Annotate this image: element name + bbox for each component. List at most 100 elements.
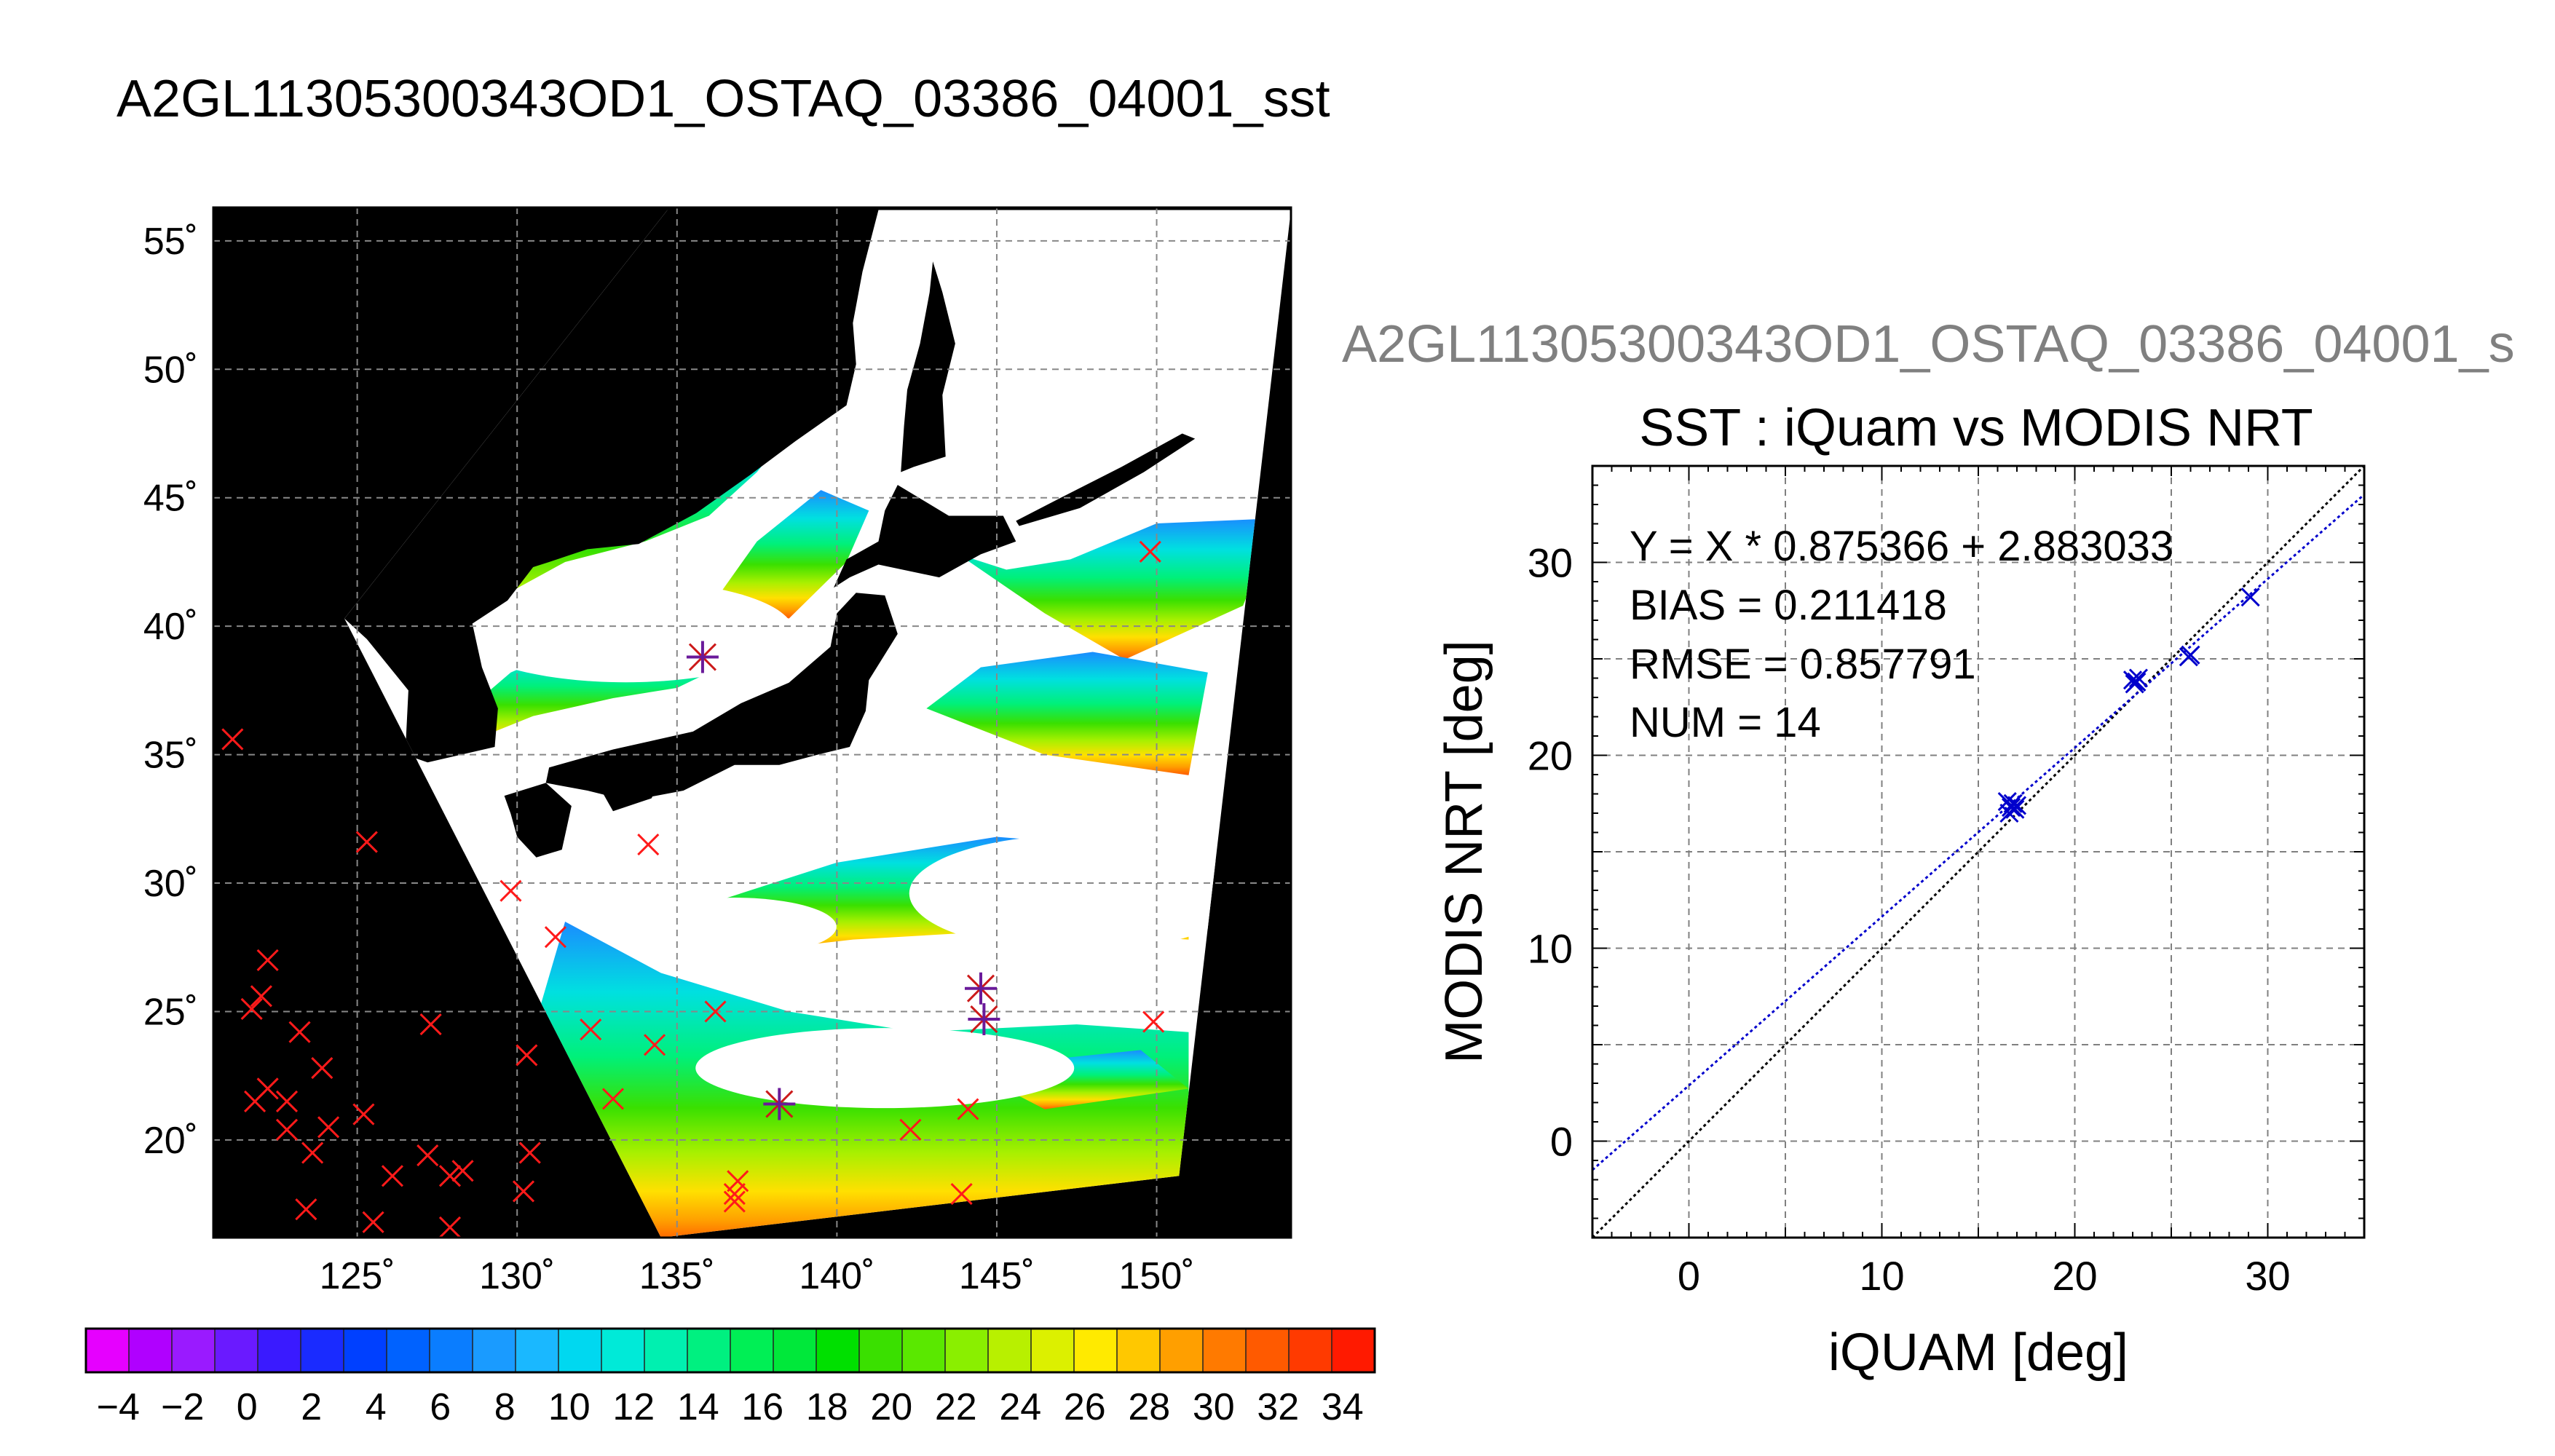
- scatter-point-5-b: [1999, 803, 2019, 823]
- scatter-ytick-label-2: 20: [1528, 733, 1573, 779]
- red-marker-16-b: [601, 1088, 625, 1110]
- red-marker-35: [727, 1170, 749, 1192]
- red-marker-4-b: [256, 949, 279, 971]
- red-marker-11-b: [516, 1044, 538, 1067]
- scatter-point-2-b: [2003, 794, 2023, 813]
- scatter-xtick-label-2: 20: [2052, 1253, 2097, 1299]
- colorbar-tick-label-16: 28: [1128, 1386, 1170, 1428]
- map-ytick-label-7: 55˚: [143, 221, 198, 263]
- land-mainland: [344, 210, 879, 763]
- scatter-point-3-b: [2005, 799, 2025, 819]
- scatter-page-title: A2GL11305300343OD1_OSTAQ_03386_04001_s: [1342, 315, 2515, 373]
- red-marker-30: [637, 834, 660, 856]
- red-marker-29-b: [438, 1216, 462, 1238]
- red-marker-8-b: [288, 1021, 311, 1043]
- map-ytick-label-3: 35˚: [143, 735, 198, 777]
- red-marker-23-b: [451, 1160, 474, 1182]
- colorbar-cell-3: [215, 1329, 258, 1372]
- colorbar-cell-25: [1160, 1329, 1204, 1372]
- red-marker-31-b: [704, 1000, 727, 1023]
- identity-line: [1592, 466, 2364, 1238]
- scatter-point-12-b: [2181, 645, 2200, 665]
- colorbar-tick-label-10: 16: [741, 1386, 783, 1428]
- land-sakhalin: [901, 261, 955, 472]
- red-marker-7: [419, 1013, 442, 1036]
- colorbar-frame: [84, 1327, 1376, 1374]
- map-xtick-label-5: 150˚: [1119, 1255, 1195, 1297]
- colorbar-tick-label-15: 26: [1064, 1386, 1106, 1428]
- colorbar-cell-19: [902, 1329, 946, 1372]
- red-marker-27-b: [295, 1198, 317, 1221]
- colorbar-cell-16: [773, 1329, 817, 1372]
- red-marker-35-b: [727, 1170, 749, 1192]
- red-marker-5-b: [240, 997, 263, 1021]
- scatter-point-9-b: [2128, 668, 2149, 688]
- red-marker-26: [512, 1180, 535, 1203]
- colorbar-cell-26: [1203, 1329, 1247, 1372]
- scatter-point-1-b: [2001, 797, 2021, 818]
- colorbar-cell-28: [1289, 1329, 1332, 1372]
- red-marker-18: [317, 1116, 340, 1139]
- red-marker-38: [1139, 540, 1161, 563]
- colorbar-tick-label-12: 20: [870, 1386, 912, 1428]
- red-marker-22-b: [416, 1144, 439, 1167]
- red-marker-6: [250, 985, 272, 1008]
- map-markers: [221, 540, 1165, 1238]
- red-marker-5: [240, 997, 263, 1021]
- red-marker-20: [301, 1142, 324, 1164]
- scatter-ticks: [1592, 466, 2364, 1238]
- red-marker-2: [499, 879, 522, 902]
- scatter-plot-area: [1592, 466, 2364, 1238]
- sst-patch-4: [926, 652, 1208, 775]
- red-marker-4: [256, 949, 279, 971]
- sst-colorbar: −4 −2 0 2 4 6 8 10 12 14 16 18 20 22 24 26 28 30 32 34: [84, 1327, 1376, 1428]
- colorbar-tick-label-2: 0: [237, 1386, 258, 1428]
- red-marker-33-b: [957, 1098, 979, 1120]
- red-marker-28: [362, 1211, 384, 1233]
- scatter-ytick-label-3: 30: [1528, 540, 1573, 586]
- colorbar-cell-17: [816, 1329, 860, 1372]
- colorbar-cell-8: [430, 1329, 473, 1372]
- colorbar-tick-label-18: 32: [1257, 1386, 1299, 1428]
- red-marker-0-b: [221, 728, 244, 751]
- colorbar-cell-0: [86, 1329, 130, 1372]
- red-marker-23: [451, 1160, 474, 1182]
- colorbar-cell-22: [1031, 1329, 1075, 1372]
- map-ytick-label-2: 30˚: [143, 863, 198, 905]
- red-marker-20-b: [301, 1142, 324, 1164]
- colorbar-tick-label-3: 2: [301, 1386, 322, 1428]
- red-marker-33: [957, 1098, 979, 1120]
- red-marker-25: [438, 1165, 462, 1187]
- colorbar-cell-1: [129, 1329, 173, 1372]
- red-marker-31: [704, 1000, 727, 1023]
- land-kyushu: [504, 783, 572, 858]
- colorbar-tick-label-6: 8: [494, 1386, 516, 1428]
- star-marker-0: [686, 641, 719, 673]
- colorbar-cell-12: [601, 1329, 645, 1372]
- colorbar-cell-29: [1332, 1329, 1375, 1372]
- colorbar-cell-24: [1117, 1329, 1161, 1372]
- scatter-point-3: [2005, 799, 2025, 819]
- colorbar-cell-2: [172, 1329, 216, 1372]
- scatter-ylabel: MODIS NRT [deg]: [1435, 640, 1493, 1064]
- colorbar-cell-5: [301, 1329, 344, 1372]
- map-xtick-label-4: 145˚: [959, 1255, 1035, 1297]
- scatter-xlabel: iQUAM [deg]: [1828, 1324, 2128, 1382]
- sst-patch-2: [718, 490, 869, 619]
- red-marker-10-b: [643, 1034, 666, 1056]
- colorbar-cell-27: [1246, 1329, 1290, 1372]
- colorbar-cell-20: [945, 1329, 989, 1372]
- sst-map-plot: 125˚ 130˚ 135˚ 140˚ 145˚ 150˚ 20˚ 25˚ 30˚ 35˚ 40˚ 4…: [143, 206, 1292, 1297]
- scatter-ytick-label-0: 0: [1550, 1119, 1573, 1165]
- red-marker-13: [311, 1057, 333, 1080]
- scatter-xtick-label-3: 30: [2245, 1253, 2290, 1299]
- red-marker-9: [580, 1018, 602, 1041]
- scatter-title: SST : iQuam vs MODIS NRT: [1639, 399, 2313, 457]
- red-marker-19: [275, 1118, 299, 1141]
- map-xtick-label-0: 125˚: [320, 1255, 395, 1297]
- map-ytick-label-4: 40˚: [143, 606, 198, 648]
- colorbar-tick-label-19: 34: [1322, 1386, 1364, 1428]
- scatter-point-9: [2128, 668, 2149, 688]
- scatter-point-12: [2181, 645, 2200, 665]
- colorbar-tick-label-14: 24: [999, 1386, 1041, 1428]
